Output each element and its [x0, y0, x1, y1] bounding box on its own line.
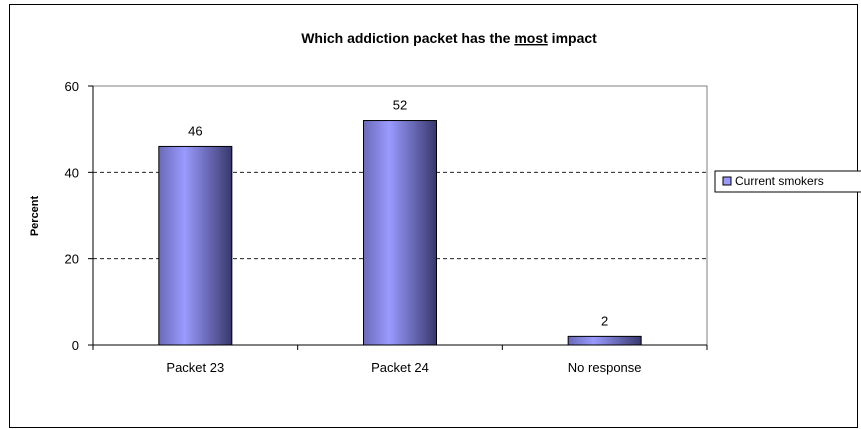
chart-title-part-1: Which addiction packet has the: [301, 30, 514, 46]
y-tick-label-0: 0: [72, 338, 79, 353]
y-tick-label-20: 20: [65, 252, 79, 267]
y-axis-label: Percent: [29, 195, 41, 236]
bar-1: [363, 120, 437, 346]
data-label-2: 2: [601, 313, 608, 328]
chart-title: Which addiction packet has the most impa…: [301, 30, 597, 46]
legend: Current smokers: [714, 170, 861, 193]
x-category-label-1: Packet 24: [371, 360, 429, 375]
x-category-label-0: Packet 23: [166, 360, 224, 375]
data-label-0: 46: [188, 123, 202, 138]
data-label-1: 52: [393, 98, 407, 113]
chart-title-part-3: impact: [548, 30, 597, 46]
legend-box: [714, 170, 861, 193]
legend-label-current-smokers: Current smokers: [735, 174, 824, 188]
chart-title-emphasis: most: [514, 30, 548, 46]
legend-swatch: [722, 176, 732, 186]
bar-0: [158, 145, 233, 346]
y-tick-label-60: 60: [65, 79, 79, 94]
y-tick-label-40: 40: [65, 165, 79, 180]
x-category-label-2: No response: [568, 360, 642, 375]
bar-2: [567, 335, 642, 346]
